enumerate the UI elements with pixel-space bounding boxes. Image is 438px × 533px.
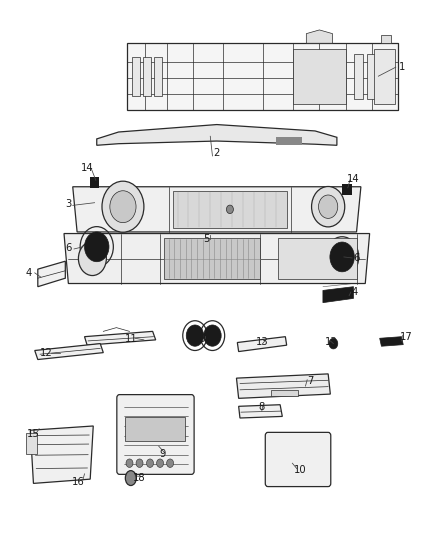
Bar bbox=[164, 238, 261, 279]
Circle shape bbox=[136, 459, 143, 467]
Text: 8: 8 bbox=[259, 402, 265, 413]
Circle shape bbox=[110, 191, 136, 223]
Polygon shape bbox=[381, 35, 392, 43]
Text: 15: 15 bbox=[27, 429, 40, 439]
Bar bbox=[293, 49, 346, 104]
Circle shape bbox=[226, 205, 233, 214]
Text: 4: 4 bbox=[26, 268, 32, 278]
Circle shape bbox=[186, 325, 204, 346]
Ellipse shape bbox=[125, 471, 136, 486]
Bar bbox=[272, 390, 297, 396]
Text: 12: 12 bbox=[40, 348, 53, 358]
Text: 1: 1 bbox=[399, 62, 406, 72]
Text: 13: 13 bbox=[255, 337, 268, 347]
Polygon shape bbox=[323, 287, 353, 303]
Bar bbox=[154, 56, 162, 96]
FancyBboxPatch shape bbox=[117, 394, 194, 474]
Text: 17: 17 bbox=[399, 332, 412, 342]
Polygon shape bbox=[64, 233, 370, 284]
Polygon shape bbox=[127, 43, 398, 110]
Text: 6: 6 bbox=[198, 334, 205, 344]
Bar bbox=[132, 56, 140, 96]
Text: 9: 9 bbox=[159, 449, 166, 458]
Circle shape bbox=[330, 242, 354, 272]
Bar bbox=[173, 191, 287, 228]
Bar bbox=[354, 54, 363, 99]
Bar bbox=[26, 433, 37, 454]
Bar bbox=[125, 417, 185, 441]
Polygon shape bbox=[380, 337, 403, 346]
Text: 14: 14 bbox=[81, 163, 93, 173]
Circle shape bbox=[126, 459, 133, 467]
Text: 11: 11 bbox=[124, 334, 137, 344]
Polygon shape bbox=[239, 405, 283, 418]
Polygon shape bbox=[85, 332, 155, 345]
Polygon shape bbox=[73, 187, 361, 232]
Circle shape bbox=[156, 459, 163, 467]
Circle shape bbox=[78, 241, 106, 276]
Polygon shape bbox=[306, 30, 332, 43]
Bar bbox=[342, 183, 352, 195]
Bar bbox=[374, 49, 395, 104]
Circle shape bbox=[166, 459, 173, 467]
Circle shape bbox=[85, 232, 109, 262]
Bar bbox=[278, 238, 357, 279]
Text: 7: 7 bbox=[307, 376, 314, 386]
Text: 16: 16 bbox=[72, 477, 85, 487]
Bar bbox=[143, 56, 151, 96]
FancyBboxPatch shape bbox=[265, 432, 331, 487]
Text: 2: 2 bbox=[214, 148, 220, 158]
Circle shape bbox=[102, 181, 144, 232]
Text: 13: 13 bbox=[325, 337, 338, 347]
Text: 14: 14 bbox=[347, 174, 360, 184]
Bar bbox=[379, 54, 388, 99]
Circle shape bbox=[147, 459, 153, 467]
Text: 4: 4 bbox=[351, 287, 357, 297]
Polygon shape bbox=[35, 344, 103, 360]
Text: 10: 10 bbox=[293, 465, 306, 474]
Bar bbox=[276, 137, 302, 145]
Polygon shape bbox=[237, 374, 330, 398]
Text: 18: 18 bbox=[133, 473, 146, 482]
Polygon shape bbox=[237, 337, 287, 352]
Circle shape bbox=[329, 338, 338, 349]
Circle shape bbox=[318, 195, 338, 219]
Text: 6: 6 bbox=[353, 253, 360, 263]
Circle shape bbox=[204, 325, 221, 346]
Polygon shape bbox=[97, 125, 337, 146]
Bar bbox=[90, 176, 99, 188]
Polygon shape bbox=[30, 426, 93, 483]
Circle shape bbox=[311, 187, 345, 227]
Text: 3: 3 bbox=[65, 199, 71, 209]
Bar bbox=[367, 54, 375, 99]
Text: 6: 6 bbox=[65, 243, 71, 253]
Polygon shape bbox=[38, 261, 65, 287]
Text: 5: 5 bbox=[203, 234, 209, 244]
